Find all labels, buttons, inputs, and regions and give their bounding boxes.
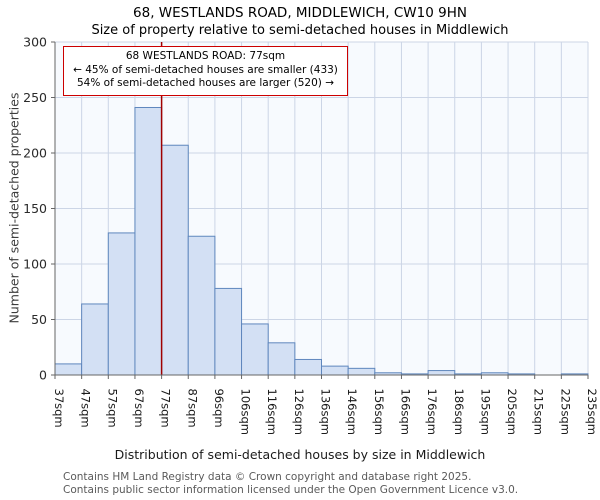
bar-136sqm — [321, 365, 349, 376]
chart-title: 68, WESTLANDS ROAD, MIDDLEWICH, CW10 9HN — [133, 5, 467, 21]
xtick-label-186sqm: 186sqm — [452, 389, 466, 435]
ytick-label-150: 150 — [23, 201, 47, 216]
bar-116sqm — [267, 342, 296, 376]
xtick-label-166sqm: 166sqm — [398, 389, 412, 435]
footer-line-1: Contains HM Land Registry data © Crown c… — [63, 471, 472, 483]
xtick-label-156sqm: 156sqm — [372, 389, 386, 435]
chart-subtitle: Size of property relative to semi-detach… — [91, 23, 509, 38]
bar-106sqm — [241, 323, 269, 376]
annotation-line-1: 68 WESTLANDS ROAD: 77sqm — [125, 50, 286, 62]
xtick-label-146sqm: 146sqm — [345, 389, 359, 435]
ytick-label-0: 0 — [39, 368, 47, 383]
bar-77sqm — [161, 144, 189, 376]
bar-176sqm — [427, 370, 456, 376]
ytick-label-300: 300 — [23, 35, 47, 50]
xtick-label-77sqm: 77sqm — [159, 389, 173, 428]
xtick-label-57sqm: 57sqm — [105, 389, 119, 428]
ytick-label-200: 200 — [23, 146, 47, 161]
ytick-label-100: 100 — [23, 257, 47, 272]
bar-96sqm — [214, 287, 243, 376]
xtick-label-87sqm: 87sqm — [185, 389, 199, 428]
y-axis-label: Number of semi-detached properties — [6, 92, 22, 324]
xtick-label-96sqm: 96sqm — [212, 389, 226, 428]
xtick-label-37sqm: 37sqm — [52, 389, 66, 428]
ytick-label-50: 50 — [31, 312, 47, 327]
xtick-label-126sqm: 126sqm — [292, 389, 306, 435]
xtick-label-176sqm: 176sqm — [425, 389, 439, 435]
xtick-label-47sqm: 47sqm — [79, 389, 93, 428]
bar-146sqm — [347, 367, 376, 376]
annotation-line-2: ← 45% of semi-detached houses are smalle… — [73, 63, 338, 76]
xtick-label-205sqm: 205sqm — [505, 389, 519, 435]
xtick-label-106sqm: 106sqm — [239, 389, 253, 435]
bar-67sqm — [134, 106, 163, 376]
annotation-line-3: 54% of semi-detached houses are larger (… — [77, 77, 334, 90]
xtick-label-235sqm: 235sqm — [585, 389, 599, 435]
property-annotation-box: 68 WESTLANDS ROAD: 77sqm ← 45% of semi-d… — [63, 46, 348, 96]
copyright-footer: Contains HM Land Registry data © Crown c… — [63, 471, 518, 496]
bar-57sqm — [107, 232, 136, 376]
xtick-label-136sqm: 136sqm — [319, 389, 333, 435]
x-axis-label: Distribution of semi-detached houses by … — [114, 447, 486, 462]
xtick-label-225sqm: 225sqm — [558, 389, 572, 435]
xtick-label-116sqm: 116sqm — [265, 389, 279, 435]
bar-47sqm — [81, 303, 109, 376]
bar-126sqm — [294, 358, 323, 376]
xtick-label-67sqm: 67sqm — [132, 389, 146, 428]
footer-line-2: Contains public sector information licen… — [63, 483, 519, 496]
bar-87sqm — [187, 235, 216, 376]
bar-37sqm — [54, 363, 83, 376]
xtick-label-215sqm: 215sqm — [532, 389, 546, 435]
ytick-label-250: 250 — [23, 90, 47, 105]
xtick-label-195sqm: 195sqm — [478, 389, 492, 435]
